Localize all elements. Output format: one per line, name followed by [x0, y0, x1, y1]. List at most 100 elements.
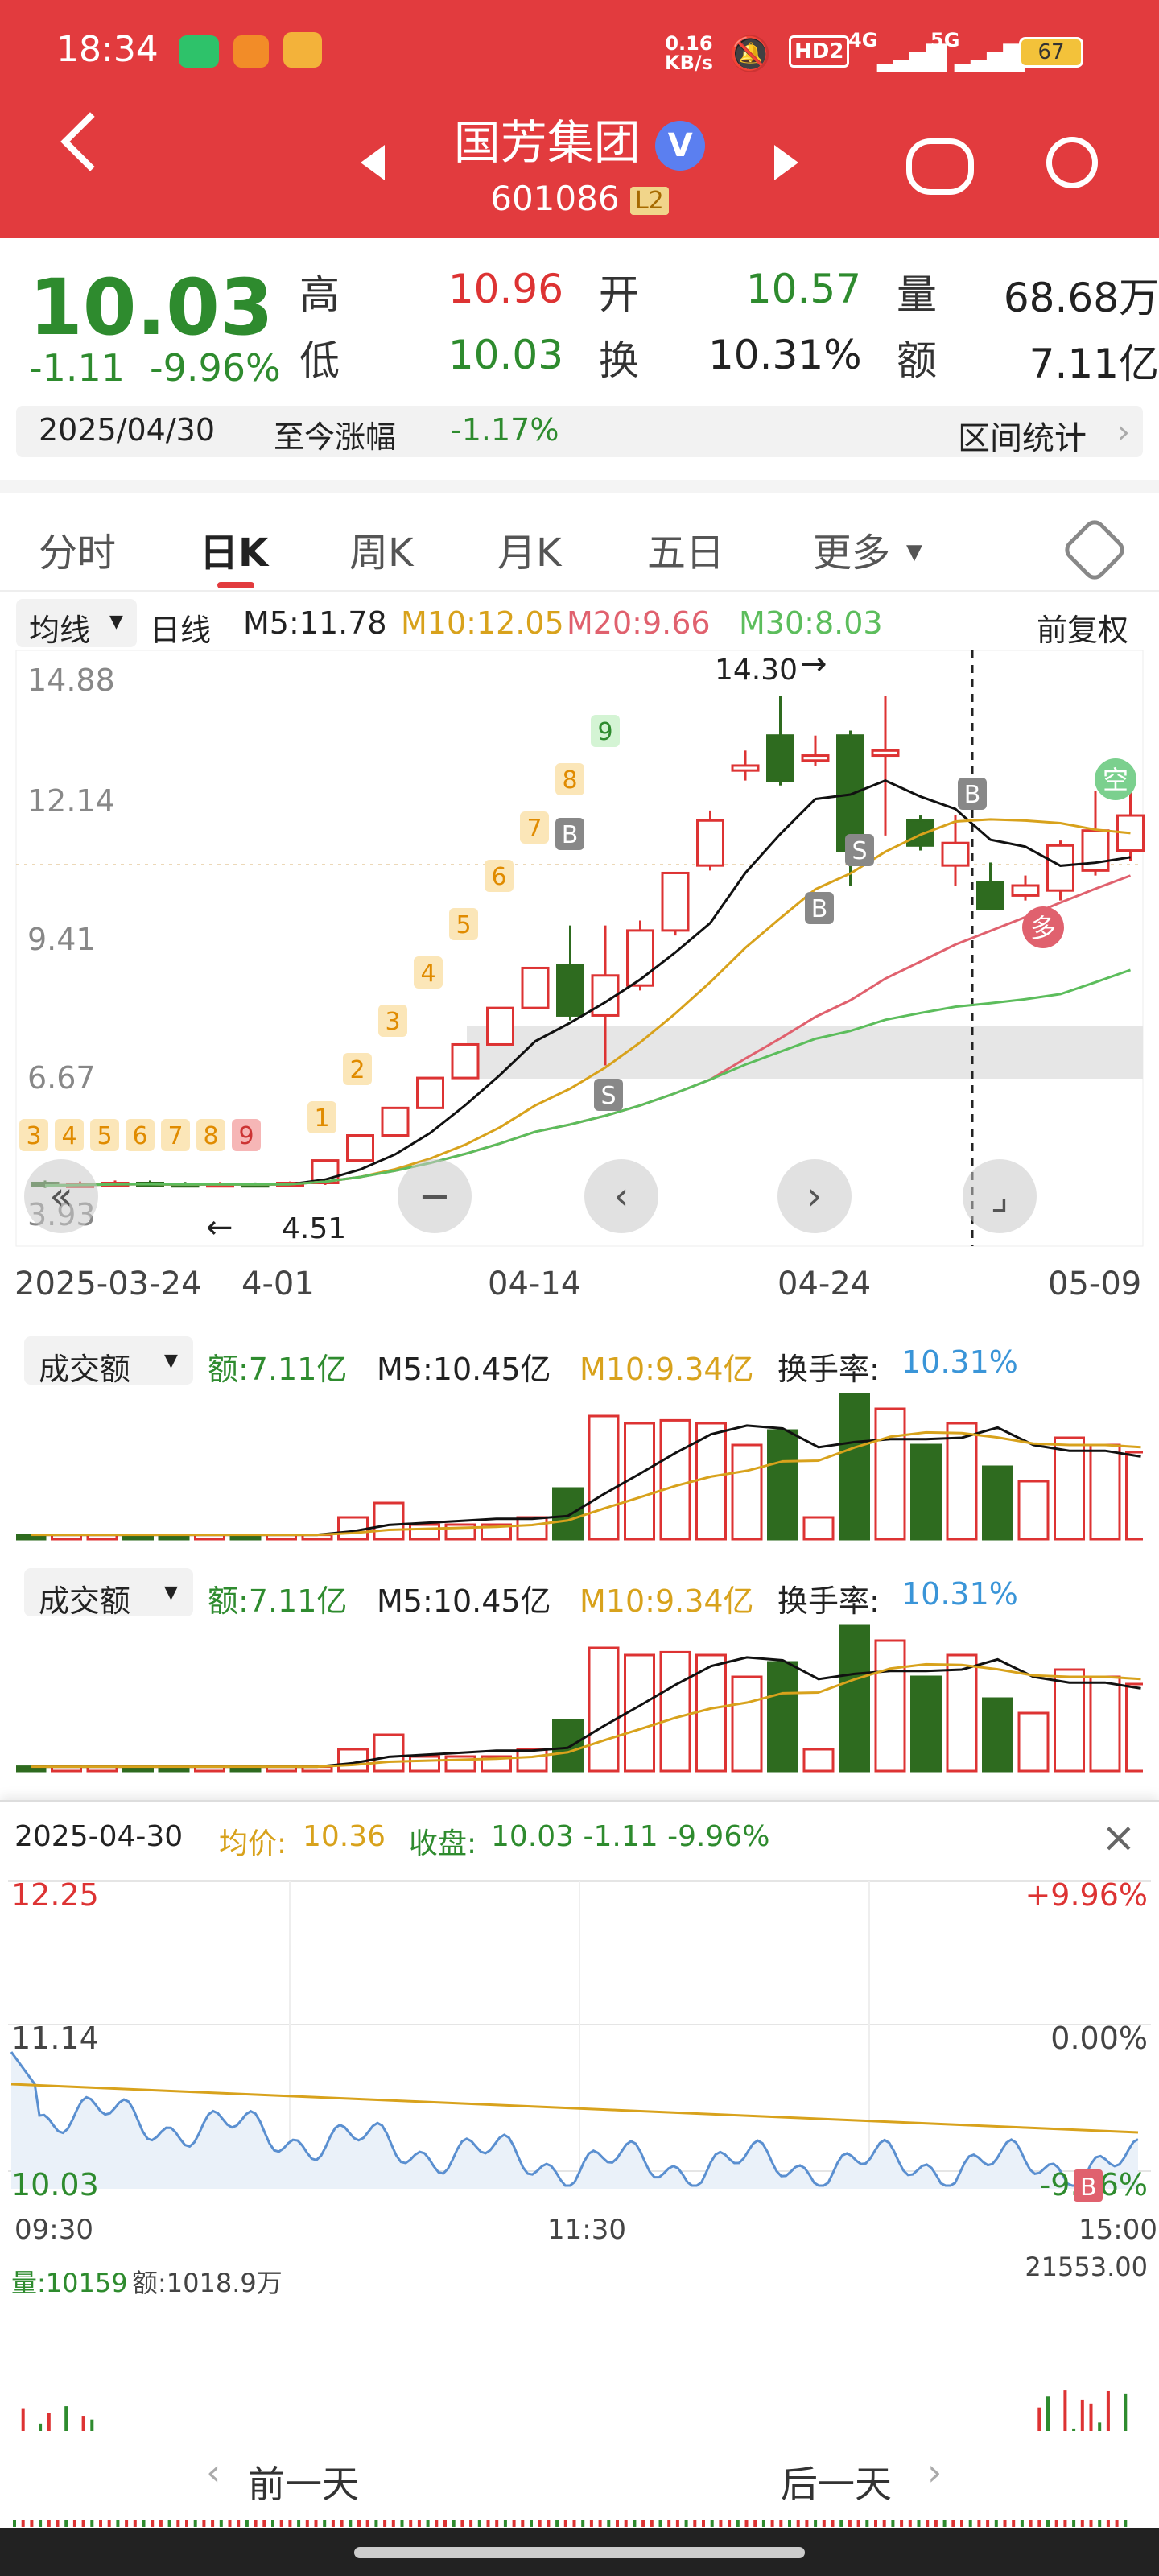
amount-value: 7.11亿 [1029, 341, 1159, 387]
intraday-amt-label: 额:1018.9万 [132, 2268, 283, 2298]
volume-select-1[interactable] [24, 1336, 193, 1385]
signal-b [958, 778, 987, 810]
low-label: 低 [299, 337, 340, 384]
candle [731, 764, 760, 772]
stock-title-row: 国芳集团 V [0, 105, 1159, 172]
volume-select-2[interactable] [24, 1568, 193, 1616]
period-label: 日线 [150, 613, 212, 648]
prev-stock-icon[interactable] [361, 145, 385, 180]
search-icon[interactable] [1046, 137, 1098, 188]
vol1-m5: M5:10.45亿 [377, 1352, 551, 1387]
nine-turn-badge-label: 9 [238, 1122, 254, 1150]
close-icon[interactable]: × [1101, 1814, 1136, 1862]
current-price: 10.03 [29, 262, 274, 353]
volume-label: 量 [897, 271, 937, 318]
price-line [10, 2051, 1139, 2187]
signal-b-label: B [562, 821, 579, 849]
x-label-2: 4-01 [241, 1265, 315, 1302]
chevron-right-icon: › [927, 2450, 942, 2494]
mute-icon: 🔕 [729, 34, 772, 73]
prev-day-button[interactable]: 前一天 [248, 2462, 359, 2506]
stock-name: 国芳集团 [453, 115, 641, 170]
volume-bar [1017, 1711, 1050, 1773]
robot-icon[interactable] [906, 138, 974, 195]
candle [1011, 884, 1040, 897]
tab-monthly-k[interactable]: 月K [497, 530, 562, 576]
vol-ma10-line [31, 1430, 1141, 1537]
vol1-amount: 额:7.11亿 [208, 1352, 348, 1387]
intraday-vol-label: 量:10159 [11, 2268, 128, 2298]
volume-chart-1 [16, 1393, 1143, 1541]
nine-rise-badge-label: 2 [349, 1056, 365, 1084]
signal-s-label: S [852, 837, 867, 865]
nine-rise-badge-label: 5 [456, 911, 471, 939]
nine-rise-badge [378, 1005, 407, 1037]
low-value: 10.03 [448, 332, 563, 378]
tab-daily-k[interactable]: 日K [200, 530, 269, 576]
prev-icon[interactable]: ‹ [584, 1159, 658, 1233]
close-value: 10.03 -1.11 -9.96% [491, 1820, 770, 1853]
low-marker: 4.51 [282, 1212, 346, 1245]
nine-turn-badge [55, 1119, 84, 1151]
intraday-y-mid: 11.14 [11, 2021, 99, 2056]
buy-marker [1074, 2169, 1103, 2202]
tab-five-day[interactable]: 五日 [647, 530, 725, 576]
empty-signal-icon [1095, 758, 1136, 800]
active-tab-indicator [217, 582, 254, 588]
signal-b-label: B [964, 781, 981, 809]
wechat-icon [179, 35, 219, 68]
high-marker: 14.30 [715, 654, 798, 687]
next-icon[interactable]: › [777, 1159, 852, 1233]
intraday-volume-bar [658, 2512, 662, 2527]
long-signal-label: 多 [1030, 913, 1056, 943]
intraday-pct-top: +9.96% [1025, 1877, 1148, 1913]
candle [766, 734, 794, 782]
range-bar[interactable]: 2025/04/30 至今涨幅 -1.17% 区间统计 › [16, 406, 1143, 457]
x-label-1: 2025-03-24 [14, 1265, 201, 1302]
volume-bar [409, 1755, 440, 1773]
tab-weekly-k[interactable]: 周K [349, 530, 414, 576]
scroll-left-icon[interactable]: « [24, 1159, 98, 1233]
volume-bar [337, 1516, 369, 1541]
caret-down-icon: ▼ [109, 612, 123, 632]
time-mid: 11:30 [547, 2214, 626, 2246]
y-label-4: 6.67 [27, 1060, 96, 1096]
nine-turn-badge [126, 1119, 155, 1151]
volume-bar [695, 1422, 727, 1541]
nine-rise-badge-label: 4 [420, 960, 435, 988]
zoom-out-icon[interactable]: − [398, 1159, 472, 1233]
tab-intraday[interactable]: 分时 [39, 530, 117, 576]
signal-b-label: B [811, 895, 828, 923]
adjust-mode[interactable]: 前复权 [1037, 613, 1129, 648]
home-indicator[interactable] [354, 2547, 805, 2558]
price-area [11, 2052, 1138, 2189]
vol2-turn-label: 换手率: [777, 1583, 880, 1619]
volume-bar [1017, 1480, 1050, 1541]
intraday-volume-bar [1012, 2518, 1016, 2527]
volume-bar [910, 1675, 942, 1773]
nine-rise-badge [485, 860, 514, 892]
range-stats-link[interactable]: 区间统计 [958, 420, 1087, 457]
chevron-left-icon: ‹ [206, 2450, 221, 2494]
candle [381, 1106, 410, 1137]
next-stock-icon[interactable] [774, 145, 798, 180]
volume-bar [624, 1422, 655, 1541]
volume-bar [481, 1523, 512, 1541]
intraday-volume-bar [365, 2512, 369, 2527]
intraday-y-top: 12.25 [11, 1877, 99, 1913]
kline-frame [15, 650, 1144, 1247]
arrow-left-icon: ← [206, 1209, 233, 1246]
ma-type-select[interactable] [16, 599, 137, 647]
ma-type-label: 均线 [29, 613, 91, 648]
intraday-volume-bar [409, 2512, 413, 2527]
nine-turn-badge-label: 5 [97, 1122, 112, 1150]
ma-line-30 [44, 968, 1131, 1187]
next-day-button[interactable]: 后一天 [781, 2462, 892, 2506]
amount-label: 额 [897, 337, 937, 384]
net-speed: 0.16 KB/s [665, 32, 713, 74]
nine-turn-badge [232, 1119, 261, 1151]
fullscreen-icon[interactable]: ⌟ [963, 1159, 1037, 1233]
settings-icon[interactable] [1060, 515, 1129, 584]
tab-more[interactable]: 更多 [813, 530, 891, 576]
